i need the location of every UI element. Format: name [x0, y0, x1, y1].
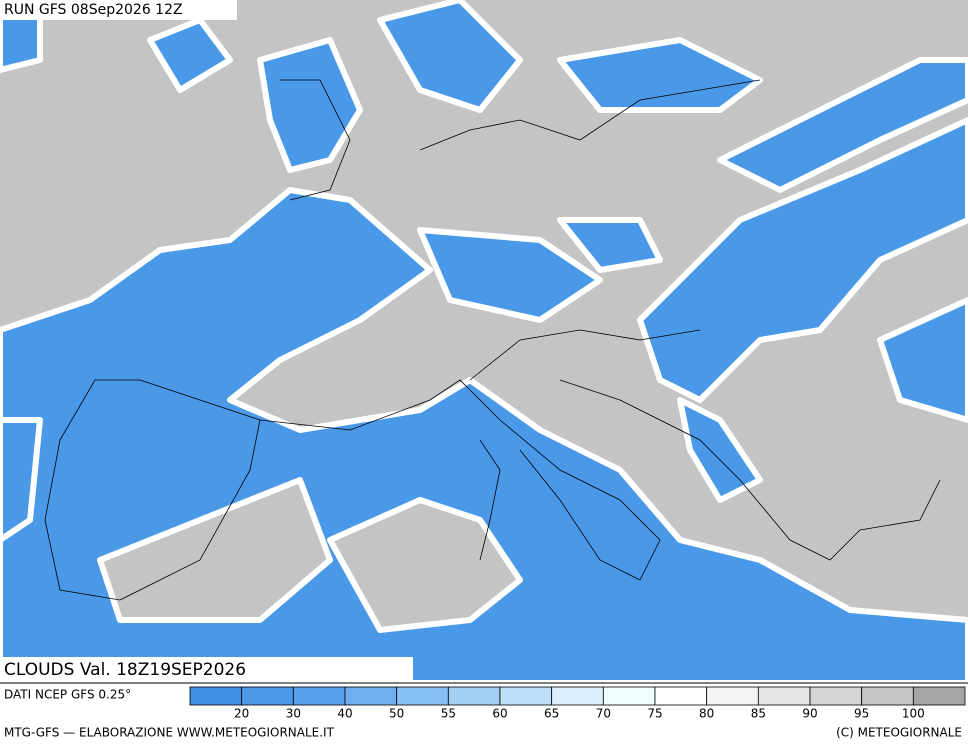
colorbar-swatch [602, 686, 656, 706]
colorbar-label: 50 [389, 707, 404, 721]
colorbar-label: 90 [802, 707, 817, 721]
colorbar-label: 30 [286, 707, 301, 721]
colorbar-label: 95 [854, 707, 869, 721]
field-box [0, 657, 413, 683]
colorbar-swatch [757, 686, 811, 706]
colorbar-swatch [189, 686, 243, 706]
footer-left: MTG-GFS — ELABORAZIONE WWW.METEOGIORNALE… [4, 726, 335, 740]
header-box [0, 0, 237, 20]
colorbar-swatch [654, 686, 708, 706]
colorbar-swatch [499, 686, 553, 706]
colorbar-label: 85 [751, 707, 766, 721]
cloud-map [0, 0, 968, 683]
colorbar-label: 60 [492, 707, 507, 721]
source-label: DATI NCEP GFS 0.25° [4, 688, 131, 702]
colorbar-label: 20 [234, 707, 249, 721]
colorbar-swatch [809, 686, 863, 706]
footer-right: (C) METEOGIORNALE [836, 726, 962, 740]
colorbar-swatch [292, 686, 346, 706]
field-label: CLOUDS Val. 18Z19SEP2026 [4, 660, 246, 680]
run-label: RUN GFS 08Sep2026 12Z [4, 2, 183, 18]
colorbar-label: 80 [699, 707, 714, 721]
colorbar-label: 65 [544, 707, 559, 721]
colorbar-swatch [396, 686, 449, 706]
colorbar-label: 55 [441, 707, 456, 721]
colorbar-swatch [861, 686, 914, 706]
colorbar-swatch [551, 686, 604, 706]
colorbar-label: 40 [337, 707, 352, 721]
colorbar-label: 70 [596, 707, 611, 721]
colorbar: 20 30 40 50 55 60 65 70 75 80 85 90 95 100 [189, 686, 966, 721]
colorbar-swatch [912, 686, 966, 706]
colorbar-swatch [447, 686, 501, 706]
colorbar-swatch [706, 686, 759, 706]
colorbar-swatch [241, 686, 294, 706]
colorbar-label: 75 [647, 707, 662, 721]
colorbar-label: 100 [902, 707, 925, 721]
colorbar-swatch [344, 686, 398, 706]
